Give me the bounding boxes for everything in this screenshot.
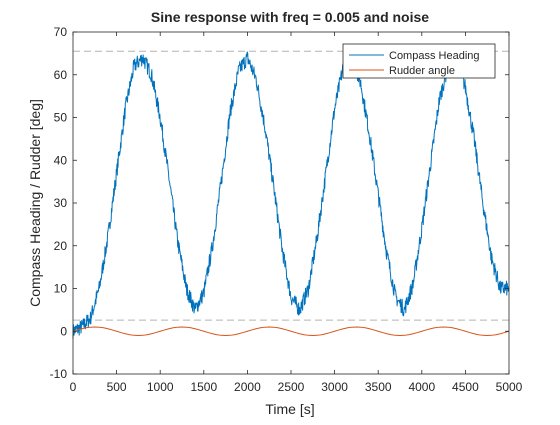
legend: Compass Heading Rudder angle xyxy=(342,43,496,79)
x-tick-label: 3500 xyxy=(365,380,392,394)
y-tick-label: 0 xyxy=(60,324,67,338)
x-tick-labels: 0 500 1000 1500 2000 2500 3000 3500 4000 4500 5000 xyxy=(70,380,523,394)
legend-label-rudder-angle: Rudder angle xyxy=(389,65,455,77)
x-tick-label: 4500 xyxy=(452,380,479,394)
rudder-angle-line xyxy=(72,326,510,337)
y-tick-label: 70 xyxy=(54,25,68,39)
x-axis-label: Time [s] xyxy=(265,401,314,417)
plot-area xyxy=(73,32,509,374)
chart-title: Sine response with freq = 0.005 and nois… xyxy=(151,9,429,25)
x-tick-label: 2500 xyxy=(278,380,305,394)
y-axis-label: Compass Heading / Rudder [deg] xyxy=(27,99,43,307)
x-tick-label: 4000 xyxy=(408,380,435,394)
legend-box xyxy=(342,43,496,79)
x-tick-label: 500 xyxy=(107,380,127,394)
x-tick-label: 5000 xyxy=(496,380,523,394)
y-tick-label: 30 xyxy=(54,196,68,210)
ticks xyxy=(72,31,510,375)
x-tick-label: 0 xyxy=(70,380,77,394)
x-tick-label: 1500 xyxy=(190,380,217,394)
y-tick-labels: -10 0 10 20 30 40 50 60 70 xyxy=(50,25,68,381)
y-tick-label: 60 xyxy=(54,68,68,82)
y-tick-label: -10 xyxy=(50,367,68,381)
series-layer xyxy=(72,51,510,339)
y-tick-label: 40 xyxy=(54,153,68,167)
y-tick-label: 50 xyxy=(54,111,68,125)
y-tick-label: 10 xyxy=(54,282,68,296)
y-tick-label: 20 xyxy=(54,239,68,253)
x-tick-label: 2000 xyxy=(234,380,261,394)
x-tick-label: 3000 xyxy=(321,380,348,394)
x-tick-label: 1000 xyxy=(147,380,174,394)
compass-heading-line xyxy=(72,51,510,339)
legend-label-compass-heading: Compass Heading xyxy=(389,50,480,62)
